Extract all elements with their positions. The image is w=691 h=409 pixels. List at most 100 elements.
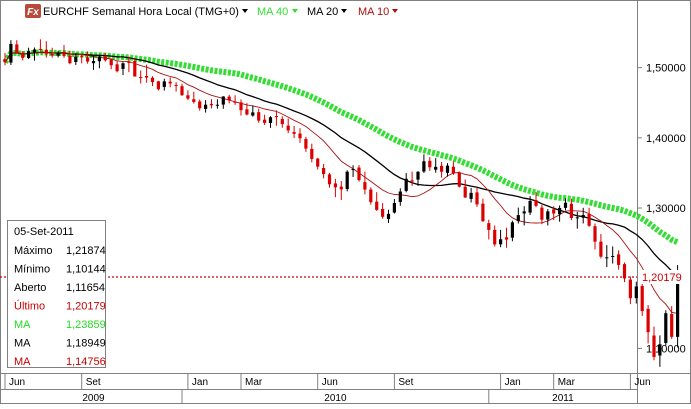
info-row-label: MA bbox=[14, 356, 31, 368]
candle-body bbox=[528, 200, 532, 213]
candle bbox=[386, 209, 391, 223]
candle bbox=[404, 173, 408, 193]
candle bbox=[304, 136, 308, 152]
candle-body bbox=[534, 200, 538, 206]
candle bbox=[670, 306, 674, 339]
candle-body bbox=[50, 53, 54, 56]
candle-body bbox=[109, 59, 113, 66]
candle bbox=[209, 99, 214, 109]
candle-body bbox=[522, 211, 526, 214]
candle-body bbox=[204, 104, 208, 109]
candle bbox=[375, 192, 379, 211]
candle bbox=[575, 211, 579, 229]
candle-body bbox=[434, 166, 438, 170]
ma40-label[interactable]: MA 40 bbox=[257, 6, 288, 18]
y-tick-label: 1,30000 bbox=[646, 203, 686, 215]
candle bbox=[640, 283, 644, 316]
candle bbox=[416, 171, 420, 186]
candle-body bbox=[558, 208, 562, 215]
candle bbox=[139, 70, 143, 84]
y-tick-label: 1,40000 bbox=[646, 133, 686, 145]
x-tick-label: Set bbox=[398, 377, 413, 388]
candle bbox=[345, 170, 349, 192]
candle bbox=[581, 207, 585, 224]
candle bbox=[3, 52, 7, 66]
candle-body bbox=[646, 308, 650, 333]
candle-body bbox=[32, 49, 37, 53]
candle-body bbox=[180, 86, 184, 96]
ma10-dropdown-icon[interactable] bbox=[392, 9, 398, 13]
candle-body bbox=[127, 62, 131, 64]
candle-body bbox=[540, 207, 544, 220]
candle bbox=[21, 51, 25, 61]
candle-body bbox=[251, 112, 255, 116]
candle bbox=[145, 64, 149, 83]
candle-body bbox=[221, 96, 225, 105]
candle-body bbox=[546, 211, 550, 220]
candle bbox=[192, 91, 196, 104]
candle bbox=[327, 172, 332, 188]
info-row-label: Máximo bbox=[14, 245, 53, 257]
candle bbox=[493, 225, 497, 247]
candle-body bbox=[440, 165, 444, 172]
candle bbox=[174, 82, 178, 92]
candle bbox=[546, 209, 550, 226]
candle-body bbox=[445, 165, 450, 173]
candle bbox=[617, 250, 621, 270]
candle bbox=[563, 198, 568, 211]
candle bbox=[80, 53, 84, 64]
candle bbox=[593, 223, 597, 250]
candle bbox=[369, 187, 373, 205]
candle-body bbox=[56, 52, 60, 56]
info-panel-box bbox=[7, 220, 106, 368]
symbol-title[interactable]: EURCHF Semanal Hora Local (TMG+0) bbox=[43, 6, 239, 18]
candle bbox=[74, 52, 78, 65]
info-row-label: Último bbox=[14, 300, 45, 313]
candle-body bbox=[634, 286, 638, 299]
candle-body bbox=[121, 63, 125, 69]
candle-body bbox=[652, 335, 656, 357]
info-row-value: 1,14756 bbox=[66, 356, 106, 368]
candle-body bbox=[628, 279, 632, 299]
candle-body bbox=[398, 191, 402, 202]
ma40-dropdown-icon[interactable] bbox=[292, 9, 298, 13]
x-tick-label: Jan bbox=[192, 377, 208, 388]
candle-body bbox=[357, 167, 361, 181]
candle bbox=[109, 58, 113, 70]
candle-body bbox=[97, 56, 101, 62]
ma-line-20 bbox=[4, 51, 678, 276]
candle bbox=[62, 45, 66, 58]
candle-body bbox=[174, 84, 178, 86]
candle-body bbox=[563, 202, 568, 208]
candle-body bbox=[145, 75, 149, 78]
candle bbox=[611, 246, 615, 264]
info-row-value: 1,23859 bbox=[66, 319, 106, 331]
ma10-label[interactable]: MA 10 bbox=[358, 6, 389, 18]
candle bbox=[475, 187, 479, 207]
symbol-dropdown-icon[interactable] bbox=[242, 9, 248, 13]
candle-body bbox=[27, 51, 31, 59]
candle-body bbox=[186, 95, 190, 99]
candle bbox=[599, 234, 603, 259]
candle-body bbox=[493, 229, 497, 245]
candle bbox=[50, 47, 54, 58]
x-tick-label: Jan bbox=[505, 377, 521, 388]
candle bbox=[233, 95, 237, 105]
candle bbox=[221, 96, 225, 109]
candle-body bbox=[664, 313, 668, 343]
candle-body bbox=[670, 314, 674, 337]
candle-body bbox=[487, 223, 491, 230]
info-row-label: Aberto bbox=[14, 282, 46, 294]
candle bbox=[239, 99, 243, 116]
ma20-dropdown-icon[interactable] bbox=[341, 9, 347, 13]
info-row-value: 1,18949 bbox=[66, 338, 106, 350]
candle bbox=[381, 203, 385, 219]
candle bbox=[292, 125, 296, 139]
candle bbox=[516, 207, 520, 224]
candle-body bbox=[233, 101, 237, 103]
candle bbox=[540, 204, 544, 225]
candle-body bbox=[68, 55, 72, 64]
candle-body bbox=[333, 183, 337, 188]
ma20-label[interactable]: MA 20 bbox=[307, 6, 338, 18]
